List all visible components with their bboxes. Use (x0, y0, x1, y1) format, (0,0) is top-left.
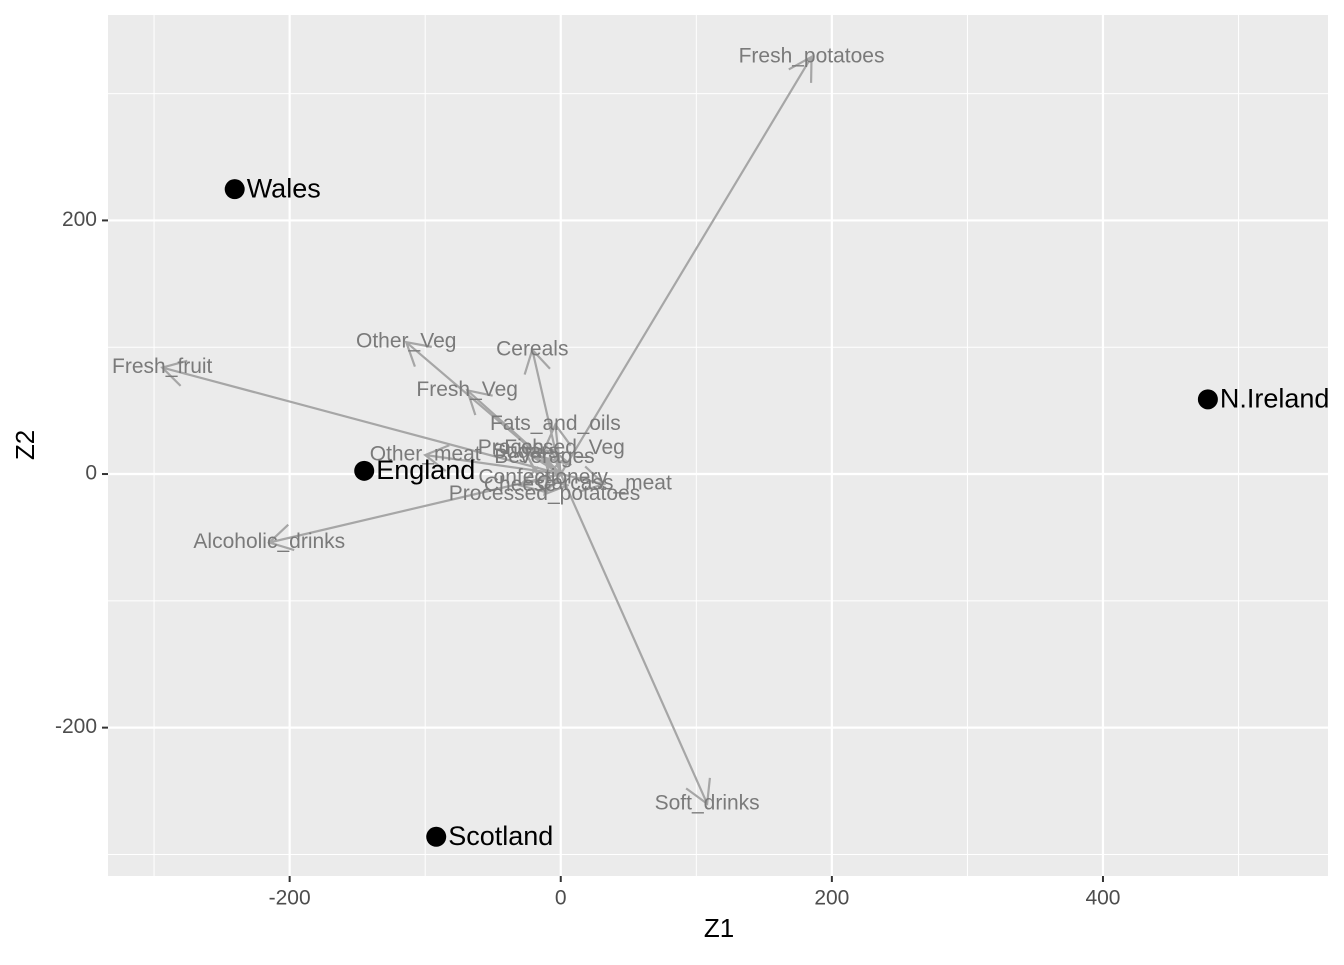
x-axis-title: Z1 (704, 913, 734, 943)
x-tick-label: 400 (1085, 887, 1120, 910)
point (224, 179, 245, 200)
loading-label: Fish (504, 436, 544, 459)
loading-arrow (540, 459, 569, 487)
x-tick-label: -200 (269, 887, 311, 910)
loading-label: Carcass_meat (536, 472, 672, 495)
loading-label: Fresh_Veg (416, 378, 518, 401)
point (354, 460, 375, 481)
point-label: N.Ireland (1220, 383, 1330, 413)
loading-arrow (404, 340, 562, 475)
point-label: Scotland (448, 821, 553, 851)
loading-arrow (423, 444, 561, 476)
loading-arrow (523, 347, 562, 475)
loading-label: Cheese (484, 473, 556, 496)
y-tick-label: 0 (85, 462, 97, 485)
loading-label: Sugars (492, 440, 559, 463)
loading-label: Alcoholic_drinks (193, 530, 345, 553)
y-tick-label: 200 (62, 208, 97, 231)
panel (108, 15, 1328, 876)
point (1197, 389, 1218, 410)
point-label: England (376, 455, 475, 485)
loading-label: Beverages (494, 445, 594, 468)
loading-label: Processed_potatoes (449, 482, 640, 505)
loading-arrow (559, 54, 813, 475)
loading-label: Other_meat (370, 443, 481, 466)
loading-arrow (559, 473, 711, 806)
loading-label: Fresh_fruit (112, 355, 213, 378)
y-tick-label: -200 (55, 715, 97, 738)
y-axis-title: Z2 (10, 430, 40, 460)
loading-arrow (160, 359, 562, 476)
loading-label: Soft_drinks (655, 791, 760, 814)
loading-arrow (560, 465, 607, 493)
loading-arrow (267, 472, 562, 552)
point-label: Wales (247, 173, 321, 203)
x-tick-label: 200 (814, 887, 849, 910)
loading-label: Fresh_potatoes (739, 44, 885, 67)
loading-label: Confectionery (478, 465, 608, 488)
loading-label: Fats_and_oils (490, 412, 621, 435)
loading-label: Other_Veg (356, 330, 456, 353)
x-tick-label: 0 (555, 887, 567, 910)
loading-label: Processed_Veg (478, 436, 625, 459)
loading-label: Cereals (496, 337, 568, 360)
point (426, 826, 447, 847)
